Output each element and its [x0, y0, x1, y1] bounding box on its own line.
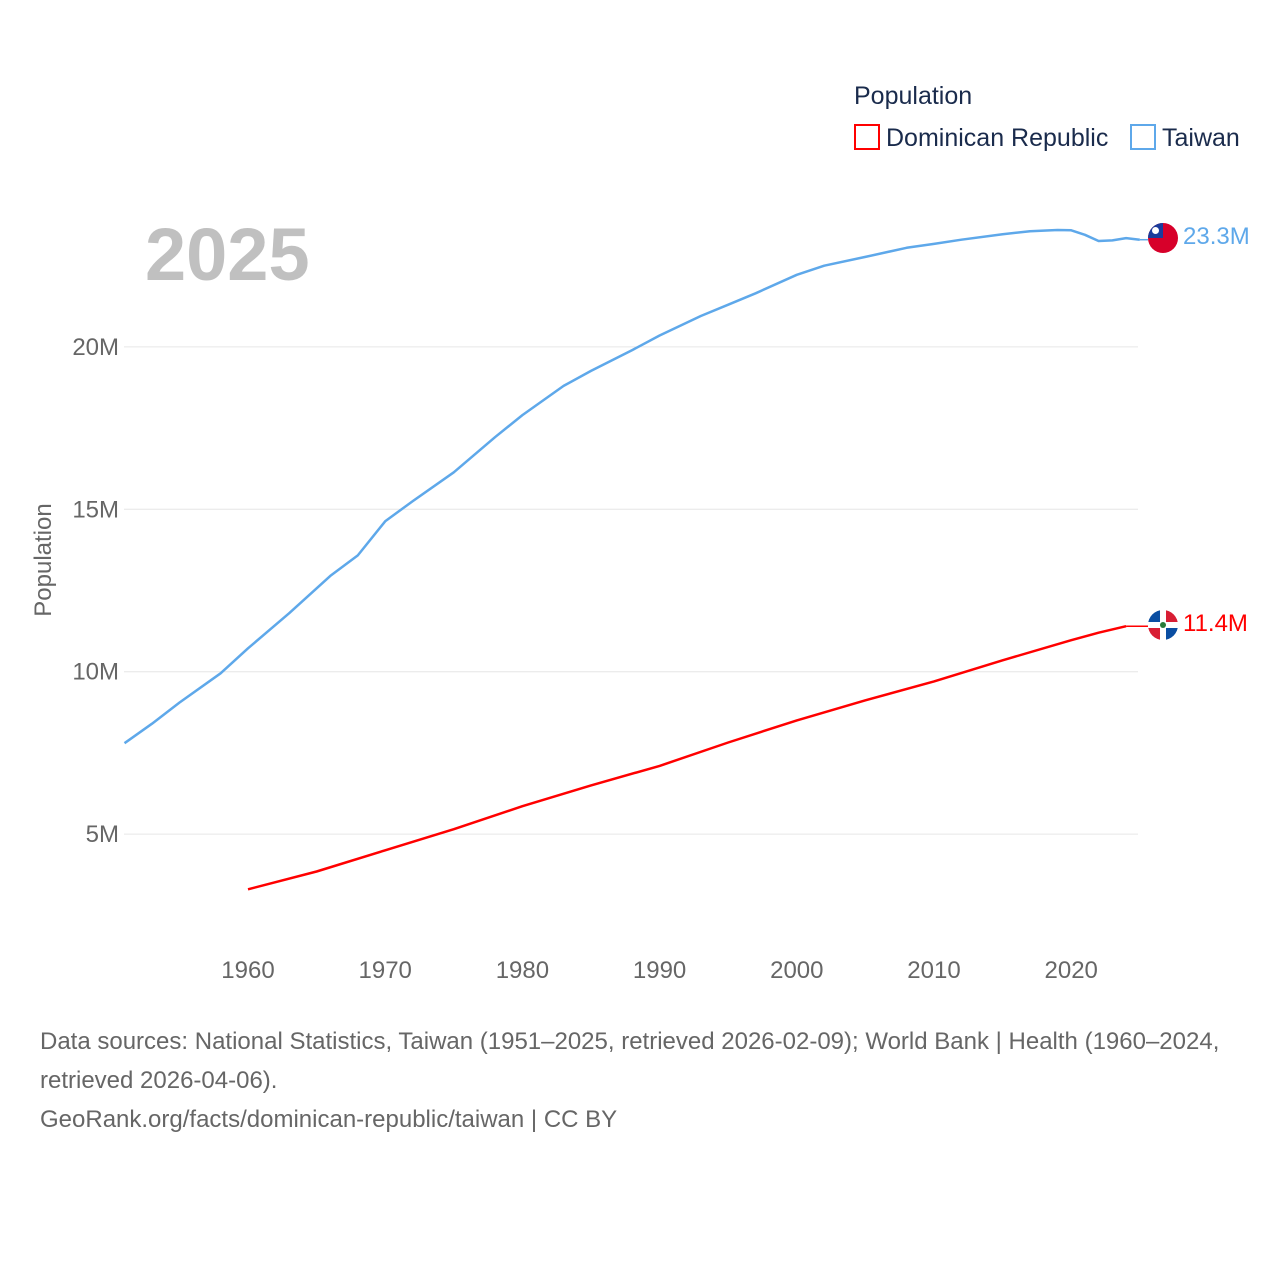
series-line-taiwan	[123, 228, 1140, 745]
y-tick-label: 20M	[72, 334, 119, 361]
x-tick-label: 2000	[770, 957, 823, 984]
taiwan-flag-icon	[1148, 223, 1178, 253]
x-tick-label: 1960	[221, 957, 274, 984]
legend-swatch-dominican-republic	[854, 124, 880, 150]
y-tick-label: 10M	[72, 659, 119, 686]
dominican-republic-flag-icon	[1148, 610, 1178, 640]
end-label-dominican-republic: 11.4M	[1183, 610, 1248, 637]
legend-item-taiwan[interactable]: Taiwan	[1130, 124, 1240, 152]
series-line-dominican-republic	[247, 624, 1127, 891]
legend-label-dominican-republic: Dominican Republic	[886, 124, 1108, 152]
footer: Data sources: National Statistics, Taiwa…	[40, 1022, 1250, 1139]
source-link[interactable]: GeoRank.org/facts/dominican-republic/tai…	[40, 1106, 618, 1133]
legend-label-taiwan: Taiwan	[1162, 124, 1240, 152]
legend-title: Population	[854, 82, 972, 110]
y-axis-label: Population	[30, 503, 57, 616]
x-tick-label: 1980	[496, 957, 549, 984]
y-tick-label: 15M	[72, 496, 119, 523]
x-tick-label: 2010	[907, 957, 960, 984]
x-tick-label: 2020	[1045, 957, 1098, 984]
year-watermark: 2025	[145, 213, 310, 296]
legend-item-dominican-republic[interactable]: Dominican Republic	[854, 124, 1108, 152]
end-label-taiwan: 23.3M	[1183, 223, 1250, 250]
population-line-chart: 2025 5M 10M 15M 20M 1960 1970 1980 1990 2000 201…	[30, 82, 1250, 984]
data-sources-note: Data sources: National Statistics, Taiwa…	[40, 1028, 1220, 1094]
y-tick-label: 5M	[86, 821, 119, 848]
legend-swatch-taiwan	[1130, 124, 1156, 150]
x-tick-label: 1970	[359, 957, 412, 984]
x-tick-label: 1990	[633, 957, 686, 984]
